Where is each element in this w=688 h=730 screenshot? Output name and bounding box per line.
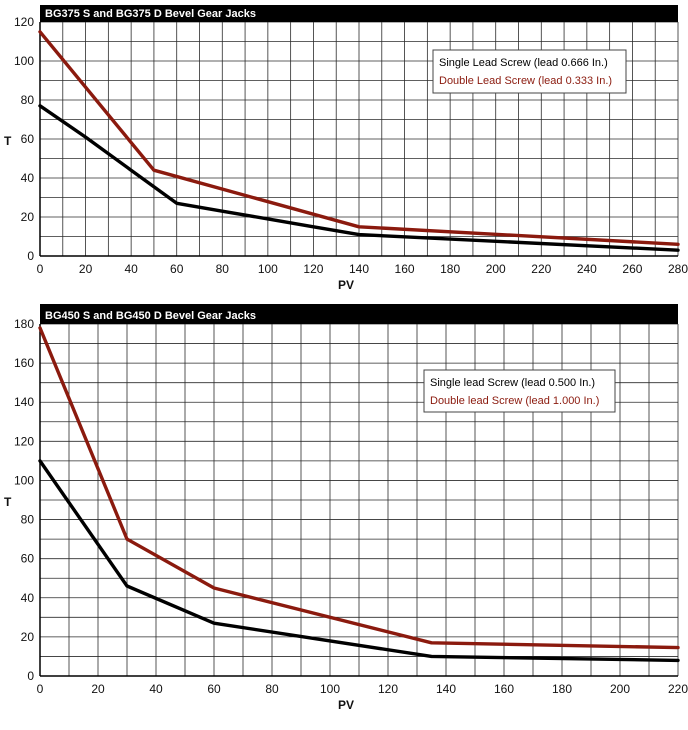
legend-box [432,49,627,94]
x-axis-label: PV [338,698,354,712]
x-tick-label: 0 [37,682,44,696]
y-tick-label: 120 [14,15,34,29]
x-tick-label: 60 [207,682,221,696]
y-axis-label: T [4,134,12,148]
y-tick-label: 40 [21,591,35,605]
y-tick-label: 0 [27,249,34,263]
chart-title-bar [40,5,678,22]
x-axis-label: PV [338,278,354,292]
x-tick-label: 60 [170,262,184,276]
x-tick-label: 200 [486,262,506,276]
chart-title: BG375 S and BG375 D Bevel Gear Jacks [45,8,256,20]
x-tick-label: 40 [124,262,138,276]
x-tick-label: 220 [531,262,551,276]
x-tick-label: 100 [320,682,340,696]
x-tick-label: 100 [258,262,278,276]
x-tick-label: 0 [37,262,44,276]
y-tick-label: 80 [21,513,35,527]
x-tick-label: 160 [494,682,514,696]
y-tick-label: 100 [14,473,34,487]
legend: Single Lead Screw (lead 0.666 In.) Doubl… [432,49,627,94]
series-line-double-lead [38,326,680,650]
x-tick-label: 140 [436,682,456,696]
series-lines [38,326,680,663]
x-tick-label: 180 [440,262,460,276]
legend-box [423,369,616,413]
y-tick-label: 100 [14,54,34,68]
x-tick-label: 240 [577,262,597,276]
legend-item-double-lead: Double lead Screw (lead 1.000 In.) [430,395,599,407]
x-tick-label: 160 [395,262,415,276]
y-axis-label: T [4,495,12,509]
x-tick-label: 220 [668,682,688,696]
chart-title-bar [40,304,678,324]
y-tick-label: 0 [27,669,34,683]
y-tick-label: 80 [21,93,35,107]
x-tick-labels: 0 20 40 60 80 100 120 140 160 180 200 220 [37,682,688,696]
x-tick-label: 120 [378,682,398,696]
series-lines [38,30,680,252]
y-tick-label: 180 [14,317,34,331]
y-tick-label: 160 [14,356,34,370]
x-tick-label: 260 [622,262,642,276]
chart-title: BG450 S and BG450 D Bevel Gear Jacks [45,310,256,322]
legend-item-single-lead: Single lead Screw (lead 0.500 In.) [430,377,595,389]
y-tick-label: 120 [14,434,34,448]
y-tick-label: 20 [21,210,35,224]
legend: Single lead Screw (lead 0.500 In.) Doubl… [423,369,616,413]
series-line-double-lead [38,30,680,247]
x-tick-label: 180 [552,682,572,696]
x-tick-label: 40 [149,682,163,696]
x-tick-label: 200 [610,682,630,696]
x-tick-labels: 0 20 40 60 80 100 120 140 160 180 200 220 240 260 280 [37,262,688,276]
legend-item-single-lead: Single Lead Screw (lead 0.666 In.) [439,57,608,69]
x-tick-label: 20 [79,262,93,276]
y-tick-labels: 0 20 40 60 80 100 120 140 160 180 [14,317,34,683]
chart-bg375: BG375 S and BG375 D Bevel Gear Jacks 0 20… [4,5,688,292]
chart-bg450: BG450 S and BG450 D Bevel Gear Jacks 0 20… [4,304,688,712]
y-tick-label: 60 [21,132,35,146]
x-tick-label: 80 [265,682,279,696]
y-tick-label: 40 [21,171,35,185]
x-tick-label: 280 [668,262,688,276]
x-tick-label: 140 [349,262,369,276]
y-tick-labels: 0 20 40 60 80 100 120 [14,15,34,263]
x-tick-label: 120 [303,262,323,276]
y-tick-label: 60 [21,552,35,566]
y-tick-label: 140 [14,395,34,409]
series-line-single-lead [38,459,680,663]
legend-item-double-lead: Double Lead Screw (lead 0.333 In.) [439,75,612,87]
y-tick-label: 20 [21,630,35,644]
x-tick-label: 20 [91,682,105,696]
series-line-single-lead [38,104,680,252]
x-tick-label: 80 [216,262,230,276]
